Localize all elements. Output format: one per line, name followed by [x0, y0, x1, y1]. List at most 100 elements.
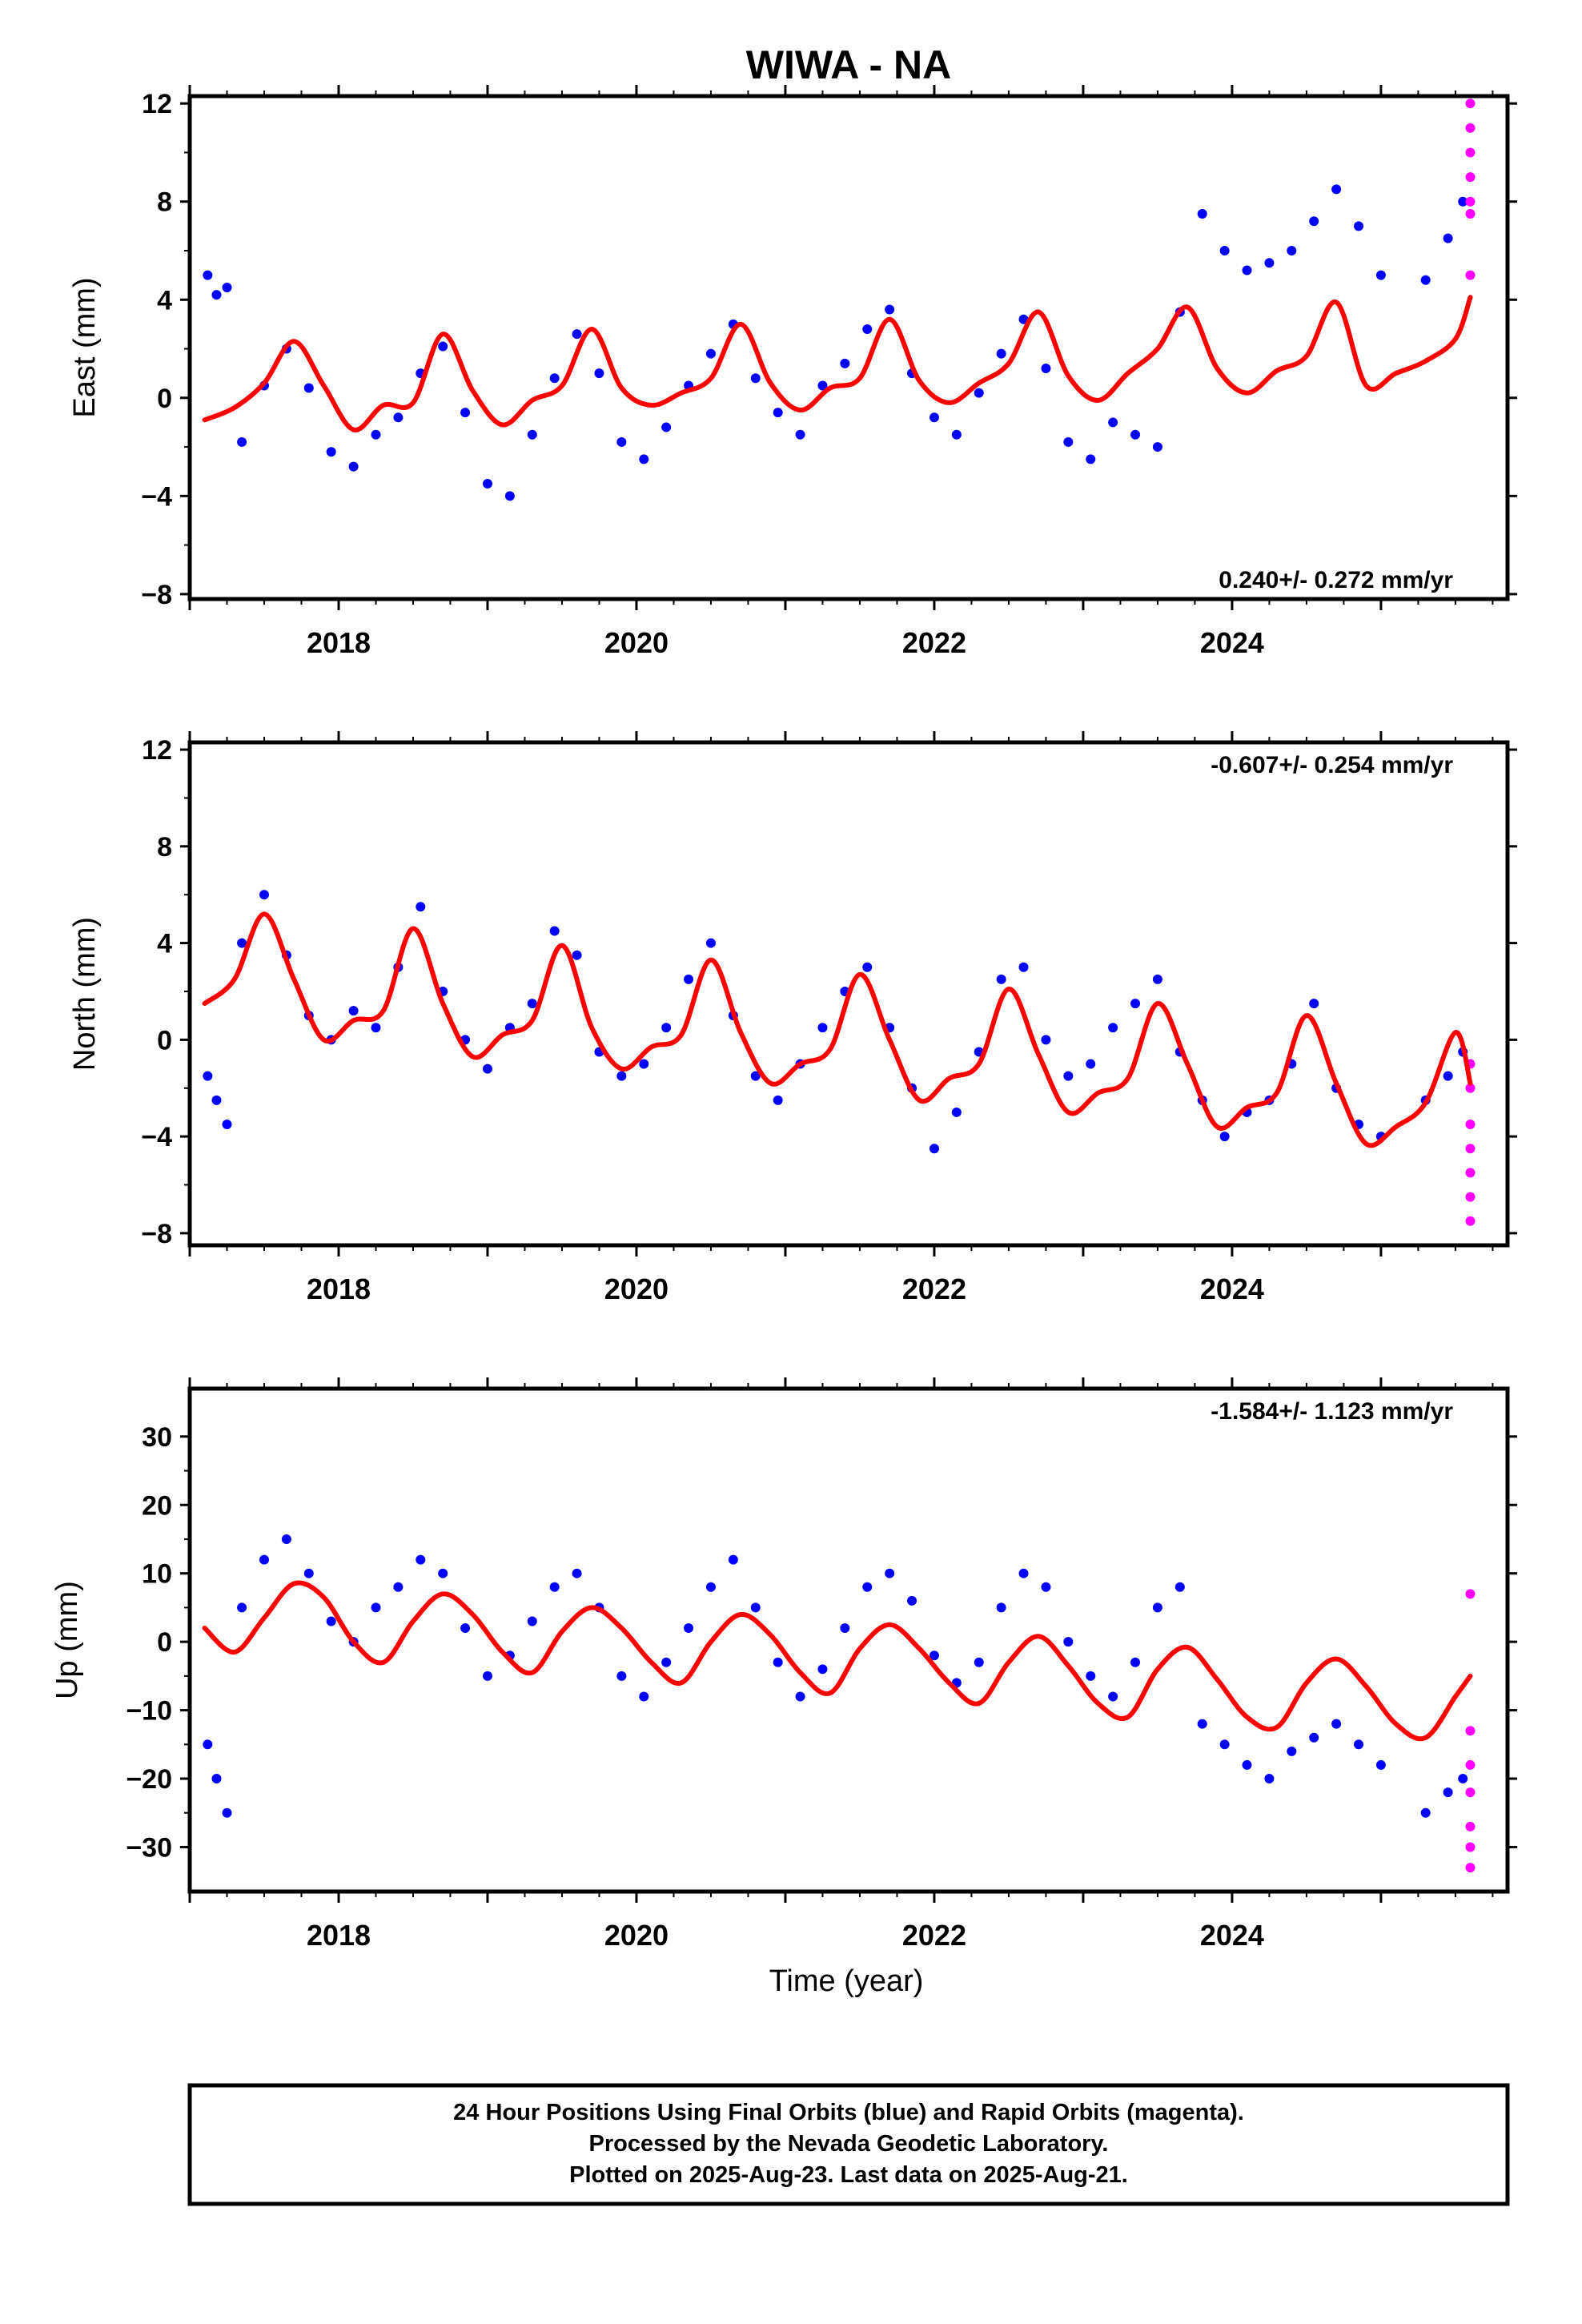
east-final-point [1197, 209, 1207, 219]
east-final-point [1108, 417, 1118, 428]
footer-frame [187, 2083, 1510, 2206]
up-final-point [527, 1616, 537, 1626]
north-final-point [527, 999, 537, 1009]
footer-line-1: 24 Hour Positions Using Final Orbits (bl… [453, 2100, 1244, 2125]
up-final-point [1197, 1719, 1207, 1729]
footer-box: 24 Hour Positions Using Final Orbits (bl… [187, 2083, 1510, 2206]
east-final-point [1287, 245, 1297, 255]
up-final-point [416, 1554, 426, 1565]
east-final-point [549, 373, 560, 384]
up-final-point [1242, 1759, 1252, 1770]
up-rapid-point [1465, 1726, 1476, 1736]
up-final-point [1130, 1657, 1141, 1667]
east-final-point [211, 290, 222, 300]
east-final-point [1443, 233, 1453, 243]
north-final-point [1063, 1071, 1074, 1081]
north-final-point [1309, 999, 1319, 1009]
up-final-point [684, 1623, 694, 1634]
x-axis-label: Time (year) [769, 1964, 924, 1998]
up-final-point [438, 1568, 448, 1578]
up-final-point [1287, 1746, 1297, 1756]
north-final-point [616, 1071, 627, 1081]
east-final-point [1130, 429, 1141, 440]
up-rapid-point [1465, 1863, 1476, 1873]
up-final-point [1041, 1582, 1051, 1592]
north-rate-label: -0.607+/- 0.254 mm/yr [1211, 752, 1453, 778]
north-ytick-label: 12 [142, 735, 172, 766]
east-final-point [1420, 275, 1431, 285]
east-final-point [1264, 258, 1275, 268]
east-final-point [885, 304, 895, 315]
east-final-point [203, 270, 213, 280]
up-final-orbit-series [203, 1534, 1468, 1818]
north-final-point [1130, 999, 1141, 1009]
north-final-point [222, 1120, 232, 1130]
north-xtick-label: 2022 [902, 1273, 966, 1305]
up-final-point [728, 1554, 738, 1565]
east-final-point [1309, 216, 1319, 227]
up-final-point [1264, 1774, 1275, 1784]
east-final-point [1219, 245, 1230, 255]
east-ytick-label: −4 [141, 481, 172, 512]
east-final-point [1086, 454, 1096, 464]
east-rapid-point [1465, 172, 1476, 183]
north-final-point [1041, 1035, 1051, 1045]
up-final-point [1219, 1739, 1230, 1750]
north-y-axis-label: North (mm) [68, 917, 102, 1071]
north-xtick-label: 2024 [1200, 1273, 1264, 1305]
up-final-point [750, 1602, 761, 1613]
up-final-point [840, 1623, 850, 1634]
north-plot-frame [187, 740, 1510, 1248]
east-ytick-label: −8 [141, 580, 172, 610]
north-final-point [951, 1107, 962, 1117]
east-final-point [237, 436, 247, 447]
north-final-point [1108, 1023, 1118, 1033]
east-xtick-label: 2018 [307, 626, 371, 659]
up-final-point [1174, 1582, 1185, 1592]
east-final-point [795, 429, 805, 440]
east-final-point [1063, 436, 1074, 447]
east-final-point [750, 373, 761, 384]
footer-line-2: Processed by the Nevada Geodetic Laborat… [589, 2131, 1109, 2157]
up-final-point [393, 1582, 404, 1592]
north-xtick-label: 2020 [604, 1273, 669, 1305]
north-final-point [684, 974, 694, 984]
east-final-point [1375, 270, 1386, 280]
north-final-point [211, 1095, 222, 1105]
up-final-point [222, 1807, 232, 1818]
east-xtick-label: 2024 [1200, 626, 1264, 659]
north-rapid-point [1465, 1216, 1476, 1226]
up-rapid-point [1465, 1759, 1476, 1770]
east-final-point [504, 491, 515, 501]
up-final-point [996, 1602, 1006, 1613]
east-y-axis-label: East (mm) [68, 277, 102, 417]
north-rapid-point [1465, 1120, 1476, 1130]
up-ytick-label: −30 [126, 1832, 172, 1863]
up-xtick-label: 2018 [307, 1919, 371, 1952]
up-final-point [1331, 1719, 1342, 1729]
up-final-point [1018, 1568, 1029, 1578]
north-final-orbit-series [203, 890, 1468, 1154]
north-final-point [929, 1144, 939, 1154]
up-rapid-point [1465, 1821, 1476, 1831]
up-final-point [1354, 1739, 1364, 1750]
up-final-point [862, 1582, 873, 1592]
up-ytick-label: 10 [142, 1559, 172, 1590]
up-final-point [1443, 1787, 1453, 1798]
up-ytick-label: −20 [126, 1764, 172, 1795]
up-xtick-label: 2020 [604, 1919, 669, 1952]
north-final-point [259, 890, 269, 900]
east-final-point [817, 380, 828, 391]
east-final-point [996, 348, 1006, 359]
north-final-point [549, 926, 560, 936]
east-final-point [840, 358, 850, 368]
up-final-point [1458, 1774, 1468, 1784]
north-final-point [572, 950, 582, 960]
up-final-point [1420, 1807, 1431, 1818]
east-final-point [482, 479, 492, 489]
east-rapid-point [1465, 209, 1476, 219]
north-final-point [237, 938, 247, 948]
up-final-point [817, 1664, 828, 1675]
north-model-curve [202, 911, 1473, 1148]
